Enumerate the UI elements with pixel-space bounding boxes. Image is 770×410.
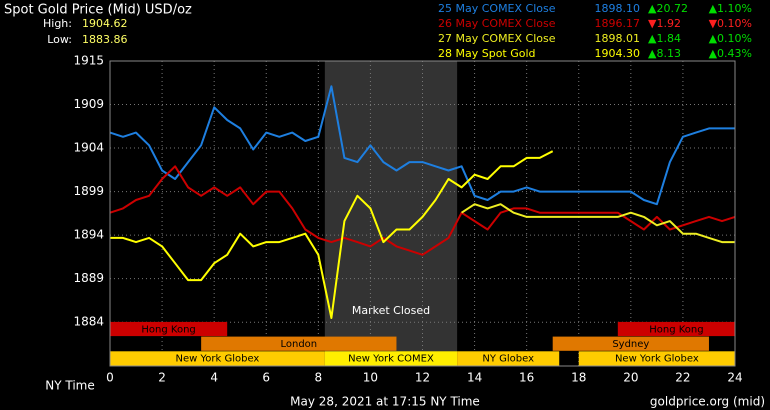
legend-price: 1898.01	[595, 32, 641, 45]
legend-label: 25 May COMEX Close	[438, 2, 556, 15]
legend-change: ▲1.84	[648, 32, 681, 45]
legend-percent: ▼0.10%	[709, 17, 752, 30]
x-tick-label: 14	[467, 371, 482, 385]
legend-percent: ▲0.43%	[709, 47, 752, 60]
x-tick-label: 18	[571, 371, 586, 385]
footer-right: goldprice.org (mid)	[650, 395, 765, 409]
stat-label: Low:	[47, 33, 72, 46]
market-closed-label: Market Closed	[352, 304, 430, 317]
session-bar	[201, 336, 397, 351]
y-tick-label: 1915	[73, 54, 104, 68]
stat-value: 1904.62	[82, 17, 128, 30]
session-bar	[110, 351, 325, 366]
session-bar	[578, 351, 735, 366]
x-tick-label: 24	[727, 371, 742, 385]
price-line	[109, 85, 735, 206]
y-tick-label: 1894	[73, 228, 104, 242]
session-label: New York Globex	[175, 354, 259, 365]
x-tick-label: 6	[262, 371, 270, 385]
session-bar	[110, 321, 228, 337]
session-label: NY Globex	[482, 354, 534, 365]
market-closed-region	[324, 61, 458, 366]
legend-price: 1898.10	[595, 2, 641, 15]
legend-label: 26 May COMEX Close	[438, 17, 556, 30]
session-label: New York COMEX	[348, 354, 434, 365]
y-tick-label: 1909	[73, 97, 104, 111]
y-tick-label: 1904	[73, 141, 104, 155]
x-tick-label: 4	[210, 371, 218, 385]
legend-change: ▼1.92	[648, 17, 681, 30]
legend-change: ▲8.13	[648, 47, 681, 60]
stat-value: 1883.86	[82, 33, 128, 46]
x-axis-label: NY Time	[45, 379, 95, 393]
session-bar	[617, 321, 735, 337]
x-tick-label: 0	[106, 371, 114, 385]
y-tick-label: 1899	[73, 184, 104, 198]
plot-border	[109, 60, 736, 367]
legend-price: 1896.17	[595, 17, 641, 30]
y-tick-label: 1889	[73, 271, 104, 285]
legend-label: 28 May Spot Gold	[438, 47, 536, 60]
legend-change: ▲20.72	[648, 2, 688, 15]
session-label: New York Globex	[615, 354, 699, 365]
legend-percent: ▲0.10%	[709, 32, 752, 45]
session-label: London	[280, 339, 317, 350]
x-tick-label: 10	[363, 371, 378, 385]
y-tick-label: 1884	[73, 315, 104, 329]
x-tick-label: 16	[519, 371, 534, 385]
price-line	[110, 150, 554, 319]
session-label: Sydney	[612, 339, 649, 350]
price-line	[461, 203, 735, 244]
chart-title: Spot Gold Price (Mid) USD/oz	[4, 3, 192, 18]
x-tick-label: 2	[158, 371, 166, 385]
session-label: Hong Kong	[649, 324, 703, 335]
x-tick-label: 22	[675, 371, 690, 385]
footer-left: May 28, 2021 at 17:15 NY Time	[290, 395, 480, 409]
x-tick-label: 12	[415, 371, 430, 385]
legend-price: 1904.30	[595, 47, 641, 60]
x-tick-label: 8	[315, 371, 323, 385]
price-line	[109, 165, 736, 256]
stat-label: High:	[43, 17, 72, 30]
legend-percent: ▲1.10%	[709, 2, 752, 15]
session-bar	[457, 351, 560, 366]
x-tick-label: 20	[623, 371, 638, 385]
legend-label: 27 May COMEX Close	[438, 32, 556, 45]
session-bar	[324, 351, 458, 366]
session-bar	[552, 336, 709, 351]
session-label: Hong Kong	[141, 324, 195, 335]
